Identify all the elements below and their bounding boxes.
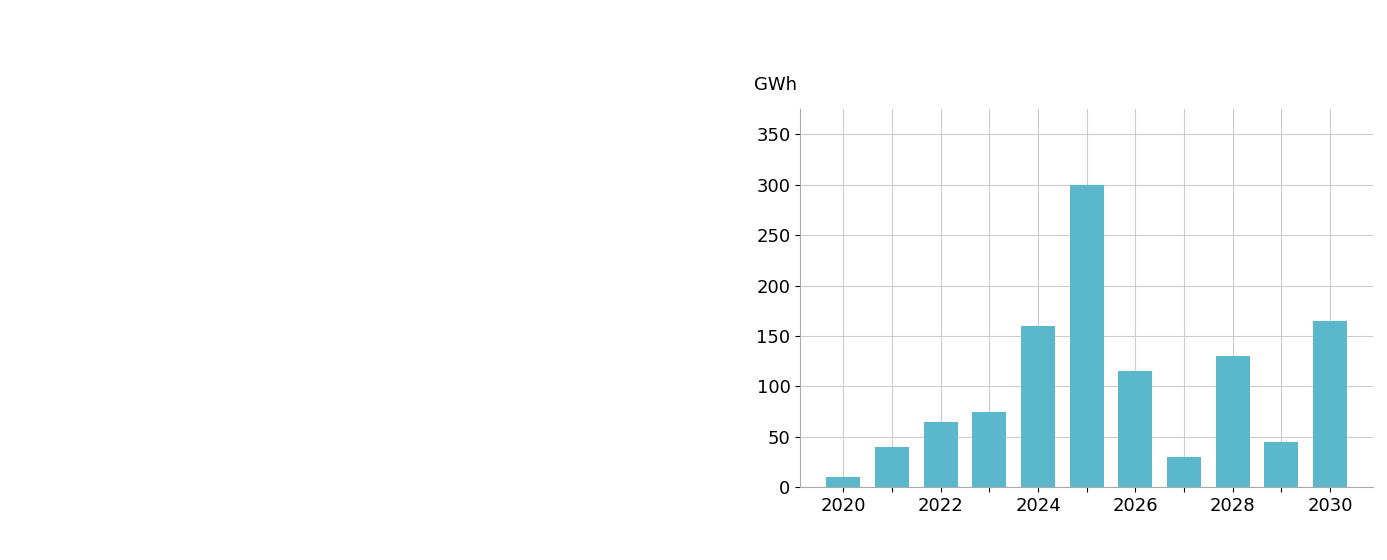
Bar [1265, 442, 1298, 487]
Bar [924, 422, 958, 487]
Text: GWh: GWh [755, 76, 798, 94]
Bar [827, 477, 860, 487]
Bar [1118, 371, 1153, 487]
Bar [1166, 457, 1201, 487]
Text: Capacité production de batteries  (Europe): Capacité production de batteries (Europe… [689, 29, 1387, 58]
Bar [1215, 356, 1250, 487]
Bar [1069, 185, 1104, 487]
Bar [1313, 321, 1347, 487]
Bar [972, 412, 1007, 487]
Bar [1021, 326, 1056, 487]
Bar [875, 447, 908, 487]
